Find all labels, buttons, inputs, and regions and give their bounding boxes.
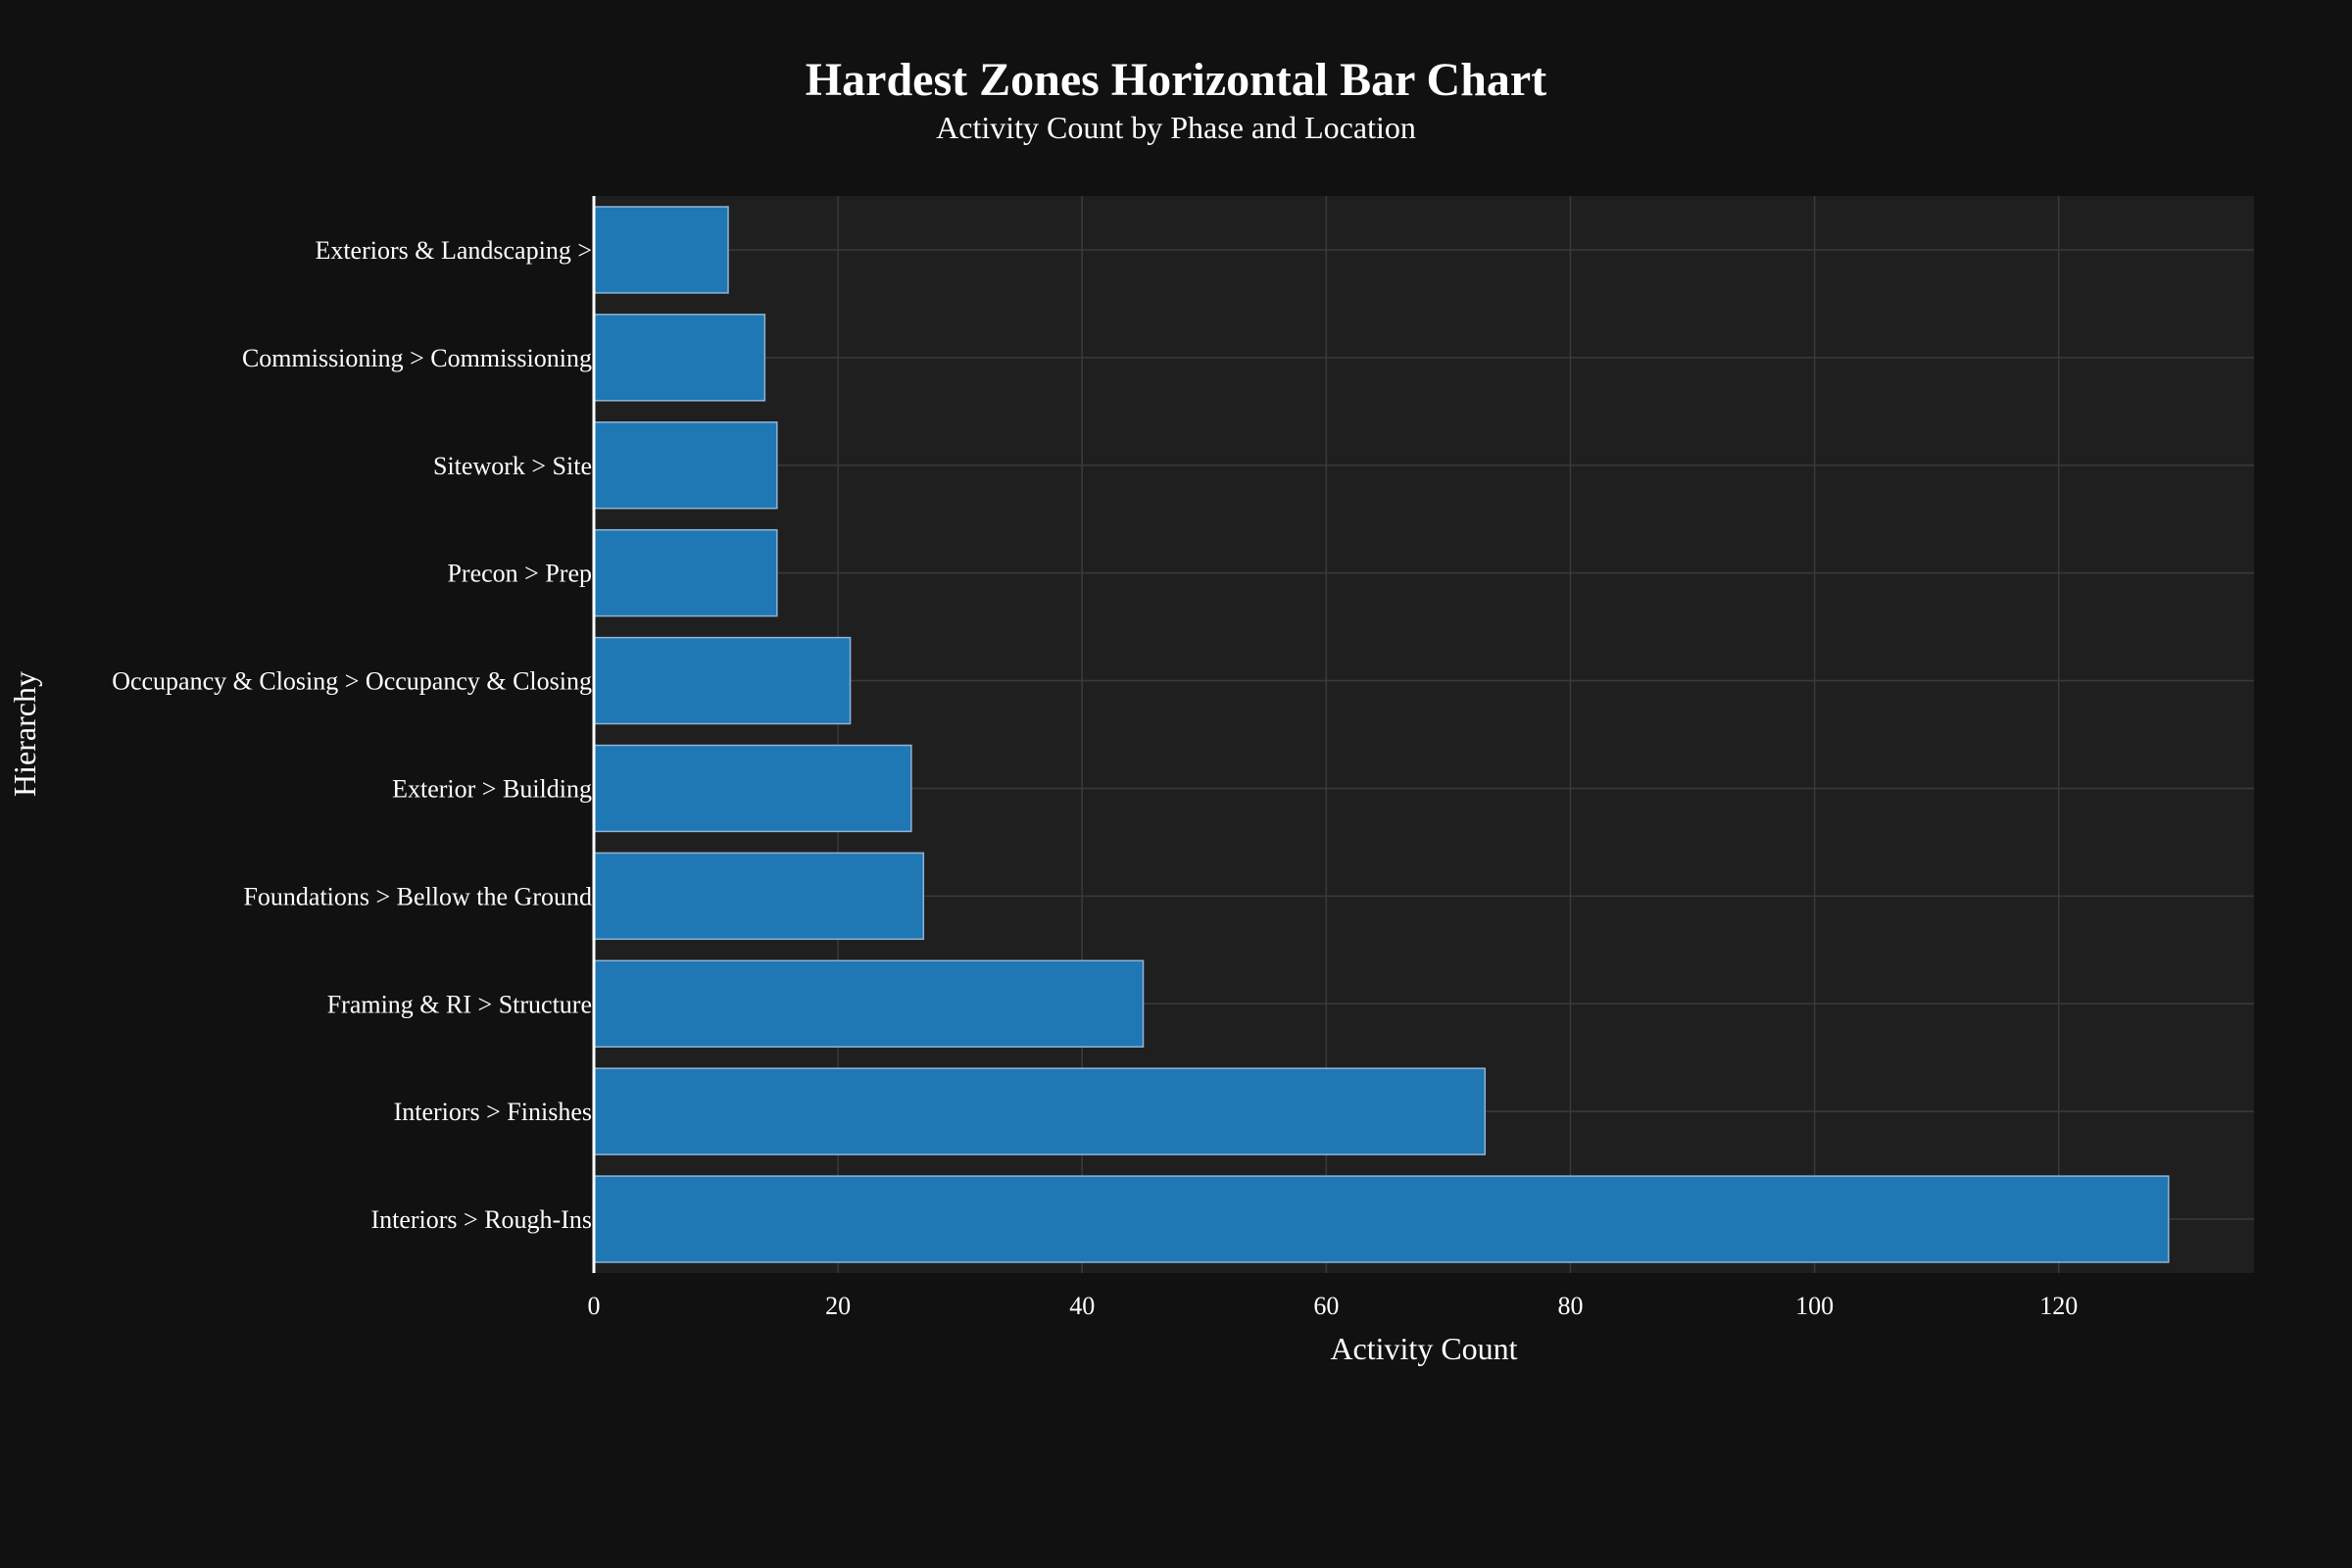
y-tick-label: Exterior > Building (392, 774, 592, 803)
y-tick-label: Foundations > Bellow the Ground (243, 882, 592, 910)
y-tick-label: Precon > Prep (447, 560, 592, 588)
bar (593, 1067, 1487, 1155)
x-tick-label: 40 (1069, 1292, 1095, 1320)
x-tick-labels: 0 20 40 60 80 100 120 (588, 1292, 2079, 1320)
bar (593, 528, 778, 617)
x-tick-label: 20 (825, 1292, 851, 1320)
x-tick-label: 120 (2039, 1292, 2078, 1320)
y-tick-label: Framing & RI > Structure (327, 990, 592, 1018)
y-tick-label: Sitework > Site (433, 452, 592, 480)
y-tick-label: Interiors > Finishes (394, 1098, 592, 1126)
bar (593, 1175, 2170, 1263)
bars (593, 206, 2170, 1263)
bar (593, 421, 778, 510)
bar (593, 206, 729, 294)
bar (593, 744, 912, 833)
y-tick-labels: Exteriors & Landscaping > Commissioning >… (112, 236, 592, 1234)
y-axis-label: Hierarchy (7, 671, 42, 797)
x-axis-label: Activity Count (1330, 1331, 1517, 1366)
y-tick-label: Exteriors & Landscaping > (315, 236, 592, 265)
y-tick-label: Commissioning > Commissioning (242, 344, 592, 372)
bar (593, 314, 766, 402)
bar (593, 852, 925, 941)
y-tick-label: Occupancy & Closing > Occupancy & Closin… (112, 667, 592, 696)
bar (593, 959, 1145, 1048)
y-tick-label: Interiors > Rough-Ins (370, 1205, 592, 1234)
x-tick-label: 80 (1557, 1292, 1583, 1320)
x-tick-label: 100 (1795, 1292, 1834, 1320)
x-tick-label: 0 (588, 1292, 601, 1320)
chart-subtitle: Activity Count by Phase and Location (936, 110, 1416, 145)
chart-title: Hardest Zones Horizontal Bar Chart (806, 54, 1546, 106)
x-tick-label: 60 (1313, 1292, 1339, 1320)
bar (593, 636, 852, 725)
